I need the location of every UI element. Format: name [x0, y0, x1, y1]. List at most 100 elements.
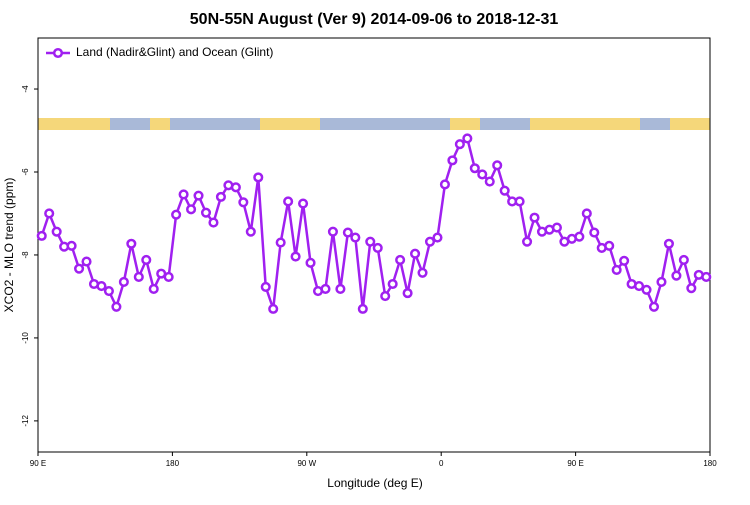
data-point	[163, 271, 174, 282]
data-point	[253, 172, 264, 183]
x-tick-label: 90 E	[567, 459, 583, 468]
data-point	[103, 285, 114, 297]
data-point	[581, 208, 592, 219]
data-point	[44, 208, 55, 219]
data-point	[686, 283, 697, 294]
data-point	[432, 232, 443, 243]
data-point	[678, 254, 689, 265]
data-point	[275, 237, 286, 248]
data-point	[51, 226, 62, 237]
data-point	[551, 222, 562, 233]
data-point	[499, 185, 510, 196]
data-point	[611, 264, 622, 275]
data-point	[492, 160, 503, 171]
ocean-strip	[320, 118, 450, 130]
x-tick-label: 180	[703, 459, 717, 468]
data-point	[81, 256, 92, 267]
ocean-strip	[170, 118, 260, 130]
data-point	[477, 169, 488, 180]
data-point	[320, 283, 331, 295]
data-point	[126, 238, 137, 249]
data-point	[380, 290, 391, 302]
data-point	[424, 236, 436, 247]
y-axis-title: XCO2 - MLO trend (ppm)	[2, 178, 16, 313]
data-point	[417, 267, 428, 278]
data-point	[96, 281, 107, 292]
data-point	[574, 231, 585, 242]
data-point	[305, 257, 316, 268]
data-point	[402, 288, 413, 299]
data-point	[634, 281, 645, 292]
data-point	[148, 283, 159, 295]
data-point	[656, 276, 667, 287]
data-point	[193, 190, 204, 201]
data-point	[141, 254, 152, 265]
y-tick-label: -12	[21, 415, 30, 427]
data-point	[410, 248, 421, 259]
data-point	[200, 207, 212, 218]
data-point	[171, 209, 182, 220]
data-point	[604, 240, 615, 251]
data-line	[40, 136, 707, 311]
x-tick-label: 90 W	[297, 459, 316, 468]
legend-marker	[52, 47, 64, 59]
data-point	[178, 189, 189, 200]
data-point	[268, 303, 279, 314]
data-point	[529, 212, 540, 223]
plot-frame	[37, 37, 711, 453]
data-point	[671, 270, 682, 281]
data-point	[648, 301, 660, 312]
data-point	[462, 133, 473, 144]
data-point	[469, 163, 480, 174]
y-tick-label: -6	[21, 168, 30, 176]
y-tick-label: -10	[21, 332, 30, 344]
data-point	[238, 197, 249, 208]
data-point	[298, 198, 309, 209]
data-point	[260, 281, 271, 292]
data-point	[186, 204, 197, 215]
x-tick-label: 0	[439, 459, 444, 468]
x-tick-label: 180	[166, 459, 180, 468]
data-point	[372, 242, 383, 253]
land-ocean-band	[38, 118, 710, 130]
data-point	[66, 240, 77, 251]
data-point	[589, 227, 600, 238]
x-tick-label: 90 E	[30, 459, 46, 468]
data-point	[283, 196, 294, 207]
data-point	[619, 255, 630, 266]
data-point	[522, 236, 533, 247]
data-point	[327, 226, 338, 237]
data-point	[36, 230, 47, 241]
y-tick-label: -4	[21, 85, 30, 93]
data-point	[387, 278, 398, 290]
data-point	[439, 179, 450, 190]
ocean-strip	[480, 118, 530, 130]
data-point	[208, 217, 219, 228]
data-point	[290, 251, 301, 262]
data-point	[514, 196, 525, 207]
data-point	[350, 232, 361, 243]
data-point	[447, 155, 458, 166]
data-point	[663, 238, 674, 249]
data-point	[335, 283, 346, 295]
data-point	[133, 271, 144, 282]
data-point	[484, 176, 495, 187]
data-point	[395, 254, 406, 265]
data-point	[365, 236, 376, 247]
data-point	[245, 226, 256, 237]
ocean-strip	[640, 118, 670, 130]
data-point	[118, 276, 129, 287]
data-point	[641, 284, 652, 295]
data-point	[701, 271, 712, 282]
chart-title: 50N-55N August (Ver 9) 2014-09-06 to 201…	[190, 11, 559, 28]
x-axis-title: Longitude (deg E)	[327, 476, 422, 490]
legend-label: Land (Nadir&Glint) and Ocean (Glint)	[76, 45, 273, 59]
ocean-strip	[110, 118, 150, 130]
y-tick-label: -8	[21, 251, 30, 259]
data-point	[342, 227, 353, 238]
data-point	[215, 191, 226, 202]
data-point	[357, 303, 368, 314]
data-point	[111, 301, 122, 312]
data-point	[230, 182, 241, 193]
